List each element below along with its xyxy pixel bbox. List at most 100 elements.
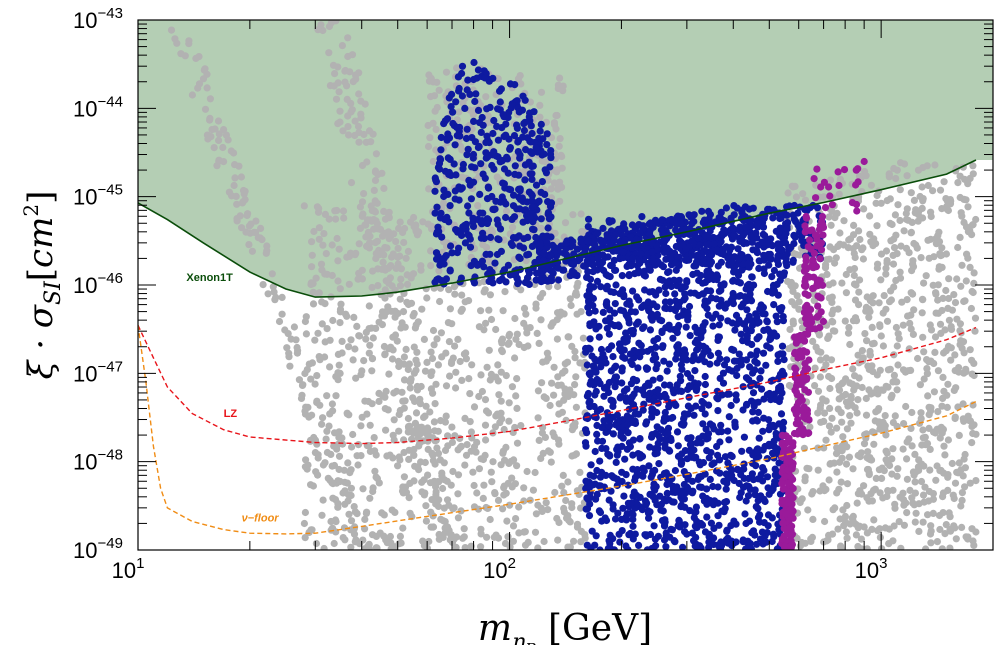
data-point — [621, 455, 629, 463]
data-point — [643, 418, 651, 426]
data-point — [404, 365, 412, 374]
data-point — [701, 410, 709, 418]
data-point — [488, 161, 496, 170]
data-point — [930, 428, 938, 436]
data-point — [868, 428, 877, 436]
data-point — [325, 49, 333, 57]
data-point — [752, 462, 760, 470]
data-point — [470, 279, 479, 287]
data-point — [362, 335, 370, 343]
data-point — [497, 156, 505, 164]
data-point — [518, 106, 527, 114]
data-point — [486, 515, 494, 524]
data-point — [836, 175, 844, 183]
data-point — [811, 364, 819, 372]
data-point — [672, 297, 680, 305]
data-point — [779, 317, 788, 325]
data-point — [655, 460, 663, 468]
data-point — [854, 396, 862, 404]
data-point — [730, 539, 738, 547]
data-point — [739, 300, 747, 308]
data-point — [760, 519, 768, 527]
data-point — [941, 326, 949, 334]
data-point — [450, 283, 458, 291]
data-point — [843, 480, 852, 488]
data-point — [362, 233, 370, 241]
data-point — [569, 238, 577, 246]
data-point — [576, 359, 584, 367]
data-point — [666, 533, 674, 541]
data-point — [585, 286, 593, 294]
data-point — [934, 309, 943, 317]
data-point — [348, 443, 356, 451]
data-point — [508, 383, 516, 391]
data-point — [759, 427, 767, 435]
data-point — [477, 128, 485, 136]
data-point — [582, 477, 590, 485]
data-point — [705, 454, 713, 462]
data-point — [584, 223, 592, 231]
data-point — [909, 257, 917, 265]
data-point — [385, 345, 393, 353]
data-point — [530, 108, 538, 116]
data-point — [786, 325, 794, 334]
data-point — [520, 484, 528, 492]
data-point — [674, 522, 682, 530]
data-point — [338, 337, 346, 345]
data-point — [203, 84, 211, 92]
data-point — [650, 522, 658, 530]
data-point — [938, 545, 946, 550]
data-point — [651, 351, 659, 359]
data-point — [576, 468, 584, 476]
data-point — [468, 361, 476, 369]
data-point — [755, 264, 763, 273]
data-point — [381, 294, 389, 302]
data-point — [954, 243, 962, 252]
data-point — [760, 495, 768, 503]
data-point — [680, 495, 689, 503]
data-point — [437, 209, 445, 217]
data-point — [660, 357, 668, 365]
data-point — [422, 502, 430, 510]
data-point — [675, 302, 683, 311]
data-point — [770, 533, 778, 541]
data-point — [485, 346, 493, 354]
data-point — [634, 364, 642, 372]
data-point — [778, 535, 787, 543]
data-point — [770, 481, 779, 489]
data-point — [515, 503, 523, 511]
data-point — [313, 372, 321, 380]
data-point — [475, 392, 483, 401]
data-point — [652, 365, 660, 373]
data-point — [770, 301, 778, 309]
data-point — [675, 276, 683, 284]
data-point — [799, 190, 807, 198]
data-point — [919, 491, 928, 499]
data-point — [860, 205, 868, 213]
data-point — [502, 200, 510, 208]
data-point — [385, 235, 393, 243]
data-point — [341, 66, 349, 75]
data-point — [653, 449, 661, 457]
data-point — [798, 237, 806, 245]
data-point — [366, 239, 374, 247]
data-point — [742, 497, 750, 505]
data-point — [353, 322, 361, 330]
data-point — [892, 174, 900, 183]
data-point — [852, 531, 861, 539]
data-point — [444, 432, 452, 440]
data-point — [478, 257, 486, 265]
data-point — [707, 219, 715, 227]
data-point — [336, 305, 345, 313]
data-point — [941, 451, 949, 459]
data-point — [894, 361, 902, 369]
data-point — [399, 228, 407, 237]
data-point — [520, 244, 528, 252]
data-point — [648, 316, 656, 324]
data-point — [969, 221, 977, 229]
data-point — [538, 178, 547, 186]
data-point — [877, 386, 886, 394]
data-point — [501, 288, 509, 296]
data-point — [604, 253, 612, 261]
data-point — [834, 525, 842, 533]
